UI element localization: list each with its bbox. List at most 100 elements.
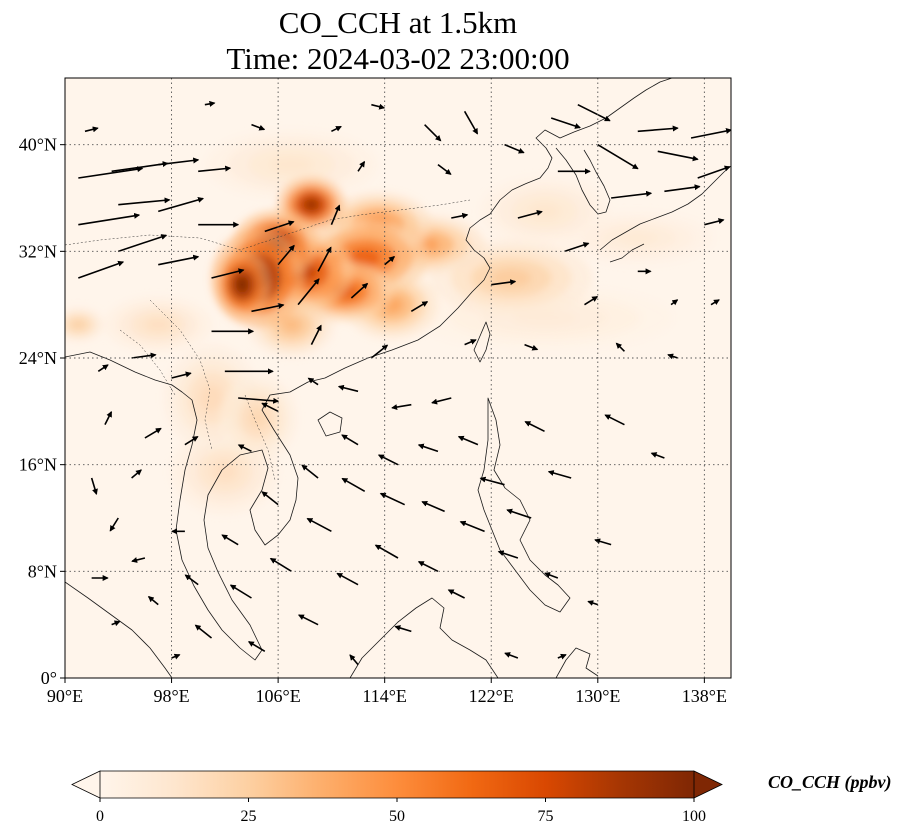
map-axes: 90°E 98°E 106°E 114°E 122°E 130°E 138°E 0° 8°N 16… bbox=[19, 135, 727, 706]
wind-arrow bbox=[544, 572, 559, 579]
wind-arrow bbox=[650, 452, 665, 459]
wind-arrow bbox=[131, 352, 157, 359]
lon-tick-label: 98°E bbox=[153, 686, 189, 706]
wind-arrow bbox=[221, 534, 239, 546]
wind-arrow bbox=[147, 596, 159, 606]
colorbar-ticks: 0 25 50 75 100 bbox=[96, 798, 706, 825]
wind-arrow bbox=[158, 254, 200, 266]
co-plume bbox=[248, 407, 268, 429]
wind-arrow bbox=[664, 184, 701, 193]
co-plume bbox=[211, 460, 239, 483]
coastlines bbox=[65, 78, 731, 678]
wind-arrow bbox=[251, 123, 266, 131]
co-plume bbox=[71, 320, 85, 329]
wind-arrow bbox=[171, 653, 181, 660]
wind-arrow bbox=[371, 103, 386, 110]
wind-arrow bbox=[657, 150, 699, 162]
wind-arrow bbox=[158, 197, 205, 213]
wind-arrow bbox=[341, 434, 359, 446]
wind-arrow bbox=[204, 100, 216, 107]
wind-arrow bbox=[104, 410, 113, 426]
wind-arrow bbox=[184, 435, 199, 446]
wind-arrow bbox=[710, 299, 720, 306]
wind-arrow bbox=[377, 454, 399, 466]
colorbar-tick-label: 75 bbox=[538, 808, 554, 825]
wind-arrow bbox=[517, 209, 543, 219]
gridlines bbox=[65, 78, 731, 678]
lat-tick-label: 40°N bbox=[19, 135, 57, 155]
wind-arrow bbox=[171, 371, 192, 379]
wind-arrow bbox=[391, 403, 412, 411]
wind-arrow bbox=[277, 244, 295, 266]
wind-arrow bbox=[464, 339, 477, 346]
lat-tick-label: 0° bbox=[41, 668, 57, 688]
coastline-sulawesi bbox=[555, 647, 599, 678]
wind-arrow bbox=[421, 500, 445, 513]
wind-arrow bbox=[158, 157, 200, 166]
wind-arrow bbox=[504, 652, 519, 659]
wind-arrow bbox=[229, 584, 252, 599]
wind-arrow bbox=[118, 197, 171, 206]
lat-tick-label: 24°N bbox=[19, 348, 57, 368]
wind-arrow bbox=[131, 469, 142, 479]
wind-arrow bbox=[457, 435, 479, 446]
wind-arrow bbox=[97, 364, 109, 372]
wind-arrow bbox=[547, 470, 572, 479]
co-plume bbox=[199, 384, 224, 412]
coastline-korea bbox=[555, 147, 611, 215]
wind-arrow bbox=[577, 103, 611, 122]
wind-arrow bbox=[670, 299, 679, 306]
wind-arrow bbox=[417, 561, 439, 573]
wind-arrow bbox=[264, 220, 295, 233]
wind-arrow bbox=[310, 324, 322, 346]
lon-tick-label: 90°E bbox=[47, 686, 83, 706]
wind-arrow bbox=[78, 260, 125, 279]
wind-arrow bbox=[357, 160, 366, 172]
wind-arrow bbox=[704, 218, 725, 226]
wind-arrow bbox=[109, 517, 119, 532]
wind-arrow bbox=[587, 600, 599, 606]
lon-tick-label: 138°E bbox=[682, 686, 727, 706]
wind-arrow bbox=[144, 427, 162, 439]
wind-arrow bbox=[336, 572, 359, 586]
coastline-hainan bbox=[317, 411, 343, 437]
wind-arrow bbox=[131, 557, 146, 563]
wind-arrow bbox=[384, 256, 396, 266]
wind-arrow bbox=[550, 117, 581, 129]
wind-arrow bbox=[447, 589, 465, 599]
wind-arrow bbox=[330, 204, 341, 225]
wind-arrow bbox=[491, 279, 517, 286]
wind-arrow bbox=[463, 110, 479, 135]
wind-arrow bbox=[697, 165, 731, 179]
wind-arrow bbox=[184, 574, 199, 586]
wind-arrow bbox=[557, 653, 567, 660]
colorbar-extend-min bbox=[71, 770, 101, 799]
wind-arrow bbox=[594, 538, 612, 546]
wind-vectors bbox=[78, 100, 731, 666]
co-plume bbox=[528, 202, 561, 220]
wind-arrow bbox=[597, 143, 639, 170]
colorbar: 0 25 50 75 100 CO_CCH (ppbv) bbox=[71, 770, 892, 825]
wind-arrow bbox=[424, 124, 442, 142]
lon-tick-label: 106°E bbox=[256, 686, 301, 706]
wind-arrow bbox=[84, 126, 99, 133]
wind-arrow bbox=[417, 443, 439, 453]
co-plume bbox=[619, 231, 657, 245]
wind-arrow bbox=[479, 476, 505, 486]
wind-arrow bbox=[90, 477, 98, 495]
wind-arrow bbox=[615, 342, 626, 352]
lon-tick-label: 130°E bbox=[575, 686, 620, 706]
map-background bbox=[65, 78, 731, 678]
co-plume bbox=[235, 276, 250, 294]
coastline-sumatra bbox=[65, 581, 173, 678]
lon-tick-label: 114°E bbox=[362, 686, 407, 706]
lat-tick-label: 32°N bbox=[19, 241, 57, 261]
wind-arrow bbox=[261, 491, 279, 506]
wind-arrow bbox=[237, 444, 252, 453]
wind-arrow bbox=[584, 295, 599, 306]
wind-arrow bbox=[690, 128, 731, 139]
coastline-taiwan bbox=[473, 321, 491, 363]
wind-arrow bbox=[297, 614, 319, 626]
wind-arrow bbox=[247, 641, 266, 653]
co-plume bbox=[490, 268, 532, 288]
